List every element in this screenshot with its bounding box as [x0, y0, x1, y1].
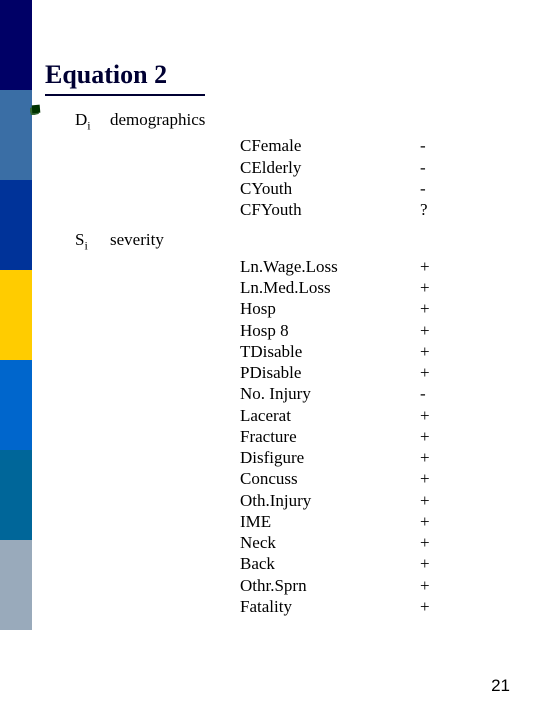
variable-name: No. Injury [240, 383, 420, 404]
variable-name: Hosp [240, 298, 420, 319]
variable-row: CYouth- [45, 178, 520, 199]
variable-name: Disfigure [240, 447, 420, 468]
variable-row: CFemale- [45, 135, 520, 156]
sidebar-block [0, 180, 32, 270]
variable-row: Neck+ [45, 532, 520, 553]
variable-row: TDisable+ [45, 341, 520, 362]
variable-sign: ? [420, 199, 450, 220]
page-number: 21 [491, 676, 510, 696]
bullet-icon [30, 103, 42, 115]
variable-row: CElderly- [45, 157, 520, 178]
variable-row: Ln.Wage.Loss+ [45, 256, 520, 277]
variable-row: Disfigure+ [45, 447, 520, 468]
variable-name: Fatality [240, 596, 420, 617]
variable-row: No. Injury- [45, 383, 520, 404]
variable-sign: + [420, 256, 450, 277]
variable-sign: - [420, 178, 450, 199]
variable-sign: + [420, 511, 450, 532]
sidebar-block [0, 90, 32, 180]
group-symbol: Si [45, 230, 110, 253]
variable-name: Ln.Wage.Loss [240, 256, 420, 277]
sidebar-block [0, 360, 32, 450]
variable-sign: + [420, 320, 450, 341]
variable-row: PDisable+ [45, 362, 520, 383]
variable-row: IME+ [45, 511, 520, 532]
variable-sign: + [420, 447, 450, 468]
variable-sign: + [420, 405, 450, 426]
variable-name: Othr.Sprn [240, 575, 420, 596]
sidebar-block [0, 450, 32, 540]
variable-row: CFYouth? [45, 199, 520, 220]
sidebar-block [0, 630, 32, 720]
sidebar-block [0, 0, 32, 90]
variable-row: Concuss+ [45, 468, 520, 489]
variable-name: IME [240, 511, 420, 532]
variable-sign: + [420, 426, 450, 447]
variable-name: CYouth [240, 178, 420, 199]
variable-sign: + [420, 362, 450, 383]
variable-sign: + [420, 298, 450, 319]
variable-row: Othr.Sprn+ [45, 575, 520, 596]
variable-name: Back [240, 553, 420, 574]
group-label: severity [110, 230, 240, 250]
variable-name: CFYouth [240, 199, 420, 220]
variable-name: Oth.Injury [240, 490, 420, 511]
variable-sign: - [420, 157, 450, 178]
variable-sign: + [420, 532, 450, 553]
variable-name: Hosp 8 [240, 320, 420, 341]
group-label: demographics [110, 110, 240, 130]
variable-name: CFemale [240, 135, 420, 156]
variable-sign: + [420, 490, 450, 511]
variable-sign: + [420, 341, 450, 362]
group-header: Didemographics [45, 110, 520, 133]
variable-sign: - [420, 135, 450, 156]
variable-sign: + [420, 468, 450, 489]
variable-row: Fracture+ [45, 426, 520, 447]
variable-name: Neck [240, 532, 420, 553]
variable-sign: + [420, 575, 450, 596]
variable-sign: - [420, 383, 450, 404]
variable-name: TDisable [240, 341, 420, 362]
variable-group: DidemographicsCFemale-CElderly-CYouth-CF… [45, 110, 520, 220]
group-header: Siseverity [45, 230, 520, 253]
variable-name: CElderly [240, 157, 420, 178]
group-symbol: Di [45, 110, 110, 133]
variable-sign: + [420, 553, 450, 574]
variable-name: Concuss [240, 468, 420, 489]
sidebar-stripe [0, 0, 32, 720]
variable-row: Back+ [45, 553, 520, 574]
variable-sign: + [420, 277, 450, 298]
variable-row: Lacerat+ [45, 405, 520, 426]
variable-group: SiseverityLn.Wage.Loss+Ln.Med.Loss+Hosp+… [45, 230, 520, 617]
variable-row: Hosp+ [45, 298, 520, 319]
variable-name: Lacerat [240, 405, 420, 426]
slide-title: Equation 2 [45, 60, 205, 96]
variable-sign: + [420, 596, 450, 617]
slide-content: Equation 2 DidemographicsCFemale-CElderl… [45, 60, 520, 627]
variable-row: Fatality+ [45, 596, 520, 617]
sidebar-block [0, 540, 32, 630]
variable-row: Hosp 8+ [45, 320, 520, 341]
variable-name: Ln.Med.Loss [240, 277, 420, 298]
sidebar-block [0, 270, 32, 360]
variable-name: Fracture [240, 426, 420, 447]
variable-row: Ln.Med.Loss+ [45, 277, 520, 298]
variable-row: Oth.Injury+ [45, 490, 520, 511]
variable-name: PDisable [240, 362, 420, 383]
